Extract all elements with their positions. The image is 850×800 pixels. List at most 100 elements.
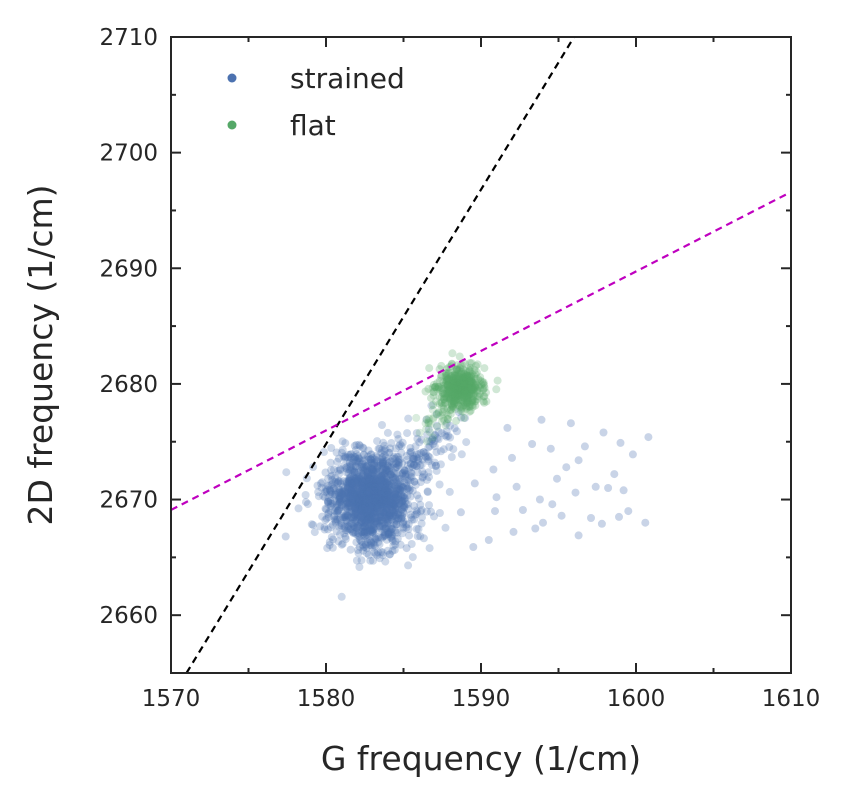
- data-point-strained: [345, 480, 353, 489]
- data-point-strained: [343, 505, 352, 513]
- data-point-flat: [465, 373, 474, 382]
- data-point-strained: [381, 466, 390, 475]
- data-point-strained: [353, 452, 362, 461]
- data-point-flat: [429, 433, 437, 442]
- data-point-strained: [428, 461, 436, 470]
- data-point-strained: [372, 451, 381, 460]
- data-point-strained: [374, 490, 383, 499]
- data-point-strained: [417, 435, 426, 444]
- data-point-flat: [463, 371, 472, 380]
- data-point-strained: [390, 512, 399, 521]
- data-point-strained: [353, 473, 362, 482]
- data-point-strained: [406, 485, 415, 494]
- data-point-strained: [537, 415, 546, 424]
- data-point-flat: [457, 399, 466, 408]
- data-point-flat: [469, 390, 478, 399]
- data-point-flat: [433, 379, 441, 388]
- data-point-strained: [423, 455, 432, 464]
- data-point-strained: [364, 468, 373, 477]
- data-point-strained: [376, 476, 384, 484]
- data-point-strained: [351, 508, 360, 516]
- data-point-flat: [450, 382, 459, 391]
- data-point-strained: [371, 491, 380, 500]
- data-point-strained: [414, 454, 423, 463]
- data-point-strained: [367, 500, 376, 509]
- data-point-strained: [360, 481, 369, 489]
- data-point-strained: [363, 511, 372, 520]
- data-point-strained: [394, 461, 403, 470]
- data-point-strained: [380, 479, 389, 488]
- data-point-strained: [388, 485, 397, 494]
- data-point-strained: [376, 481, 385, 490]
- data-point-strained: [376, 513, 385, 522]
- data-point-flat: [460, 391, 468, 400]
- data-point-strained: [351, 453, 360, 462]
- data-point-strained: [360, 527, 369, 536]
- data-point-flat: [436, 411, 445, 420]
- data-point-strained: [390, 508, 398, 517]
- data-point-flat: [474, 382, 483, 391]
- data-point-flat: [458, 402, 466, 411]
- data-point-strained: [383, 518, 392, 527]
- data-point-flat: [464, 387, 473, 396]
- data-point-flat: [439, 401, 448, 410]
- data-point-strained: [392, 482, 401, 491]
- data-point-strained: [371, 534, 380, 542]
- data-point-strained: [357, 492, 366, 501]
- data-point-strained: [402, 520, 411, 529]
- data-point-strained: [377, 489, 386, 498]
- data-point-strained: [418, 513, 426, 522]
- data-point-flat: [465, 379, 474, 387]
- data-point-strained: [356, 495, 365, 504]
- data-point-strained: [370, 525, 379, 534]
- data-point-flat: [455, 383, 464, 392]
- data-point-strained: [334, 507, 343, 516]
- data-point-strained: [370, 483, 379, 492]
- data-point-strained: [373, 486, 382, 495]
- data-point-flat: [465, 400, 474, 408]
- data-point-strained: [362, 487, 371, 496]
- data-point-strained: [381, 463, 390, 472]
- data-point-flat: [461, 385, 469, 394]
- data-point-strained: [364, 491, 373, 500]
- data-point-flat: [448, 402, 457, 411]
- data-point-strained: [369, 503, 378, 512]
- data-point-strained: [414, 494, 423, 503]
- data-point-flat: [442, 381, 451, 390]
- data-point-strained: [381, 465, 390, 474]
- data-point-strained: [406, 476, 415, 485]
- data-point-strained: [393, 480, 402, 489]
- data-point-strained: [348, 499, 356, 508]
- data-point-flat: [467, 398, 476, 407]
- data-point-strained: [372, 519, 381, 528]
- data-point-strained: [384, 511, 393, 520]
- data-point-strained: [360, 496, 369, 505]
- data-point-strained: [340, 522, 349, 531]
- data-point-strained: [367, 526, 376, 534]
- data-point-strained: [378, 446, 386, 455]
- data-point-strained: [354, 510, 363, 519]
- data-point-strained: [402, 499, 411, 508]
- data-point-flat: [457, 383, 466, 392]
- data-point-strained: [349, 513, 358, 522]
- data-point-flat: [465, 390, 473, 399]
- data-point-strained: [392, 492, 400, 501]
- data-point-strained: [346, 461, 355, 470]
- data-point-strained: [381, 480, 390, 488]
- data-point-strained: [363, 469, 372, 477]
- data-point-strained: [356, 462, 365, 471]
- data-point-flat: [457, 375, 466, 384]
- data-point-flat: [463, 388, 471, 397]
- data-point-strained: [390, 481, 399, 490]
- data-point-strained: [362, 504, 371, 512]
- data-point-strained: [372, 478, 380, 487]
- data-point-strained: [322, 505, 331, 514]
- data-point-strained: [342, 479, 351, 488]
- data-point-flat: [443, 375, 452, 384]
- data-point-strained: [392, 508, 401, 517]
- data-point-strained: [435, 480, 444, 489]
- data-point-flat: [456, 389, 465, 398]
- data-point-strained: [366, 527, 375, 535]
- data-point-strained: [341, 504, 350, 513]
- data-point-strained: [375, 500, 384, 509]
